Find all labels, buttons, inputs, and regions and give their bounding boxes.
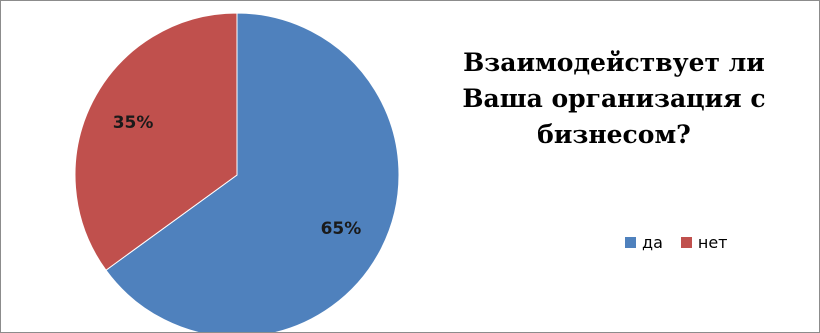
chart-title: Взаимодействует ли Ваша организация с би…: [462, 48, 766, 149]
pie-slice-net: [74, 12, 238, 271]
pie-slice-da: [105, 12, 400, 332]
legend-label-net: нет: [697, 233, 728, 252]
legend: да нет: [625, 233, 728, 252]
data-label-net: 35%: [113, 113, 154, 133]
legend-item-net: нет: [680, 233, 728, 252]
legend-swatch-net: [680, 237, 692, 248]
data-label-da: 65%: [321, 219, 362, 239]
legend-item-da: да: [625, 233, 663, 252]
legend-label-da: да: [642, 233, 663, 252]
legend-swatch-da: [625, 237, 636, 248]
